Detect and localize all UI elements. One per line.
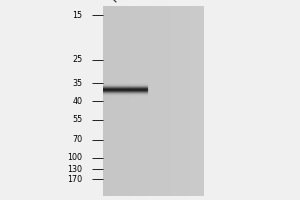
Text: 40: 40 <box>73 97 82 106</box>
Text: 25: 25 <box>72 55 82 64</box>
Text: 100: 100 <box>68 154 82 162</box>
Text: 55: 55 <box>72 116 82 124</box>
Text: 35: 35 <box>72 78 82 88</box>
Text: 70: 70 <box>72 136 82 144</box>
Text: 170: 170 <box>68 174 82 184</box>
Text: RAW264. 7: RAW264. 7 <box>111 0 152 4</box>
Text: 15: 15 <box>72 10 82 20</box>
Text: 130: 130 <box>68 164 82 173</box>
